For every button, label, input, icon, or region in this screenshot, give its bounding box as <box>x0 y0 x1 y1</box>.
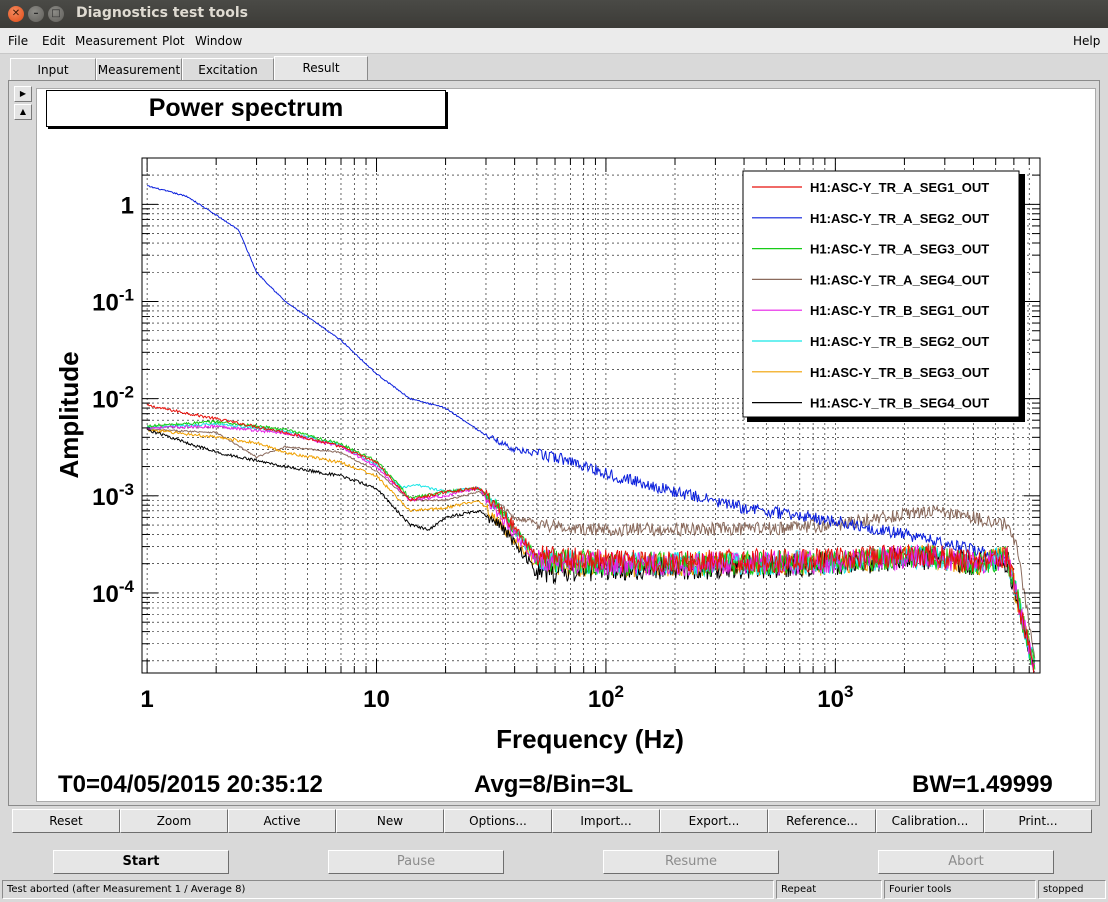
arrow-right-icon[interactable]: ▶ <box>14 86 32 102</box>
abort-button[interactable]: Abort <box>878 850 1054 874</box>
status-mode: Repeat <box>776 880 882 899</box>
status-tool: Fourier tools <box>884 880 1036 899</box>
start-button[interactable]: Start <box>53 850 229 874</box>
title-bar: ✕ – □ Diagnostics test tools <box>0 0 1108 28</box>
plot-button-row: Reset Zoom Active New Options... Import.… <box>10 809 1094 835</box>
new-button[interactable]: New <box>336 809 444 833</box>
pause-button[interactable]: Pause <box>328 850 504 874</box>
status-state: stopped <box>1038 880 1106 899</box>
tab-input[interactable]: Input <box>10 58 96 80</box>
menu-plot[interactable]: Plot <box>162 34 185 48</box>
menu-measurement[interactable]: Measurement <box>75 34 158 48</box>
reset-button[interactable]: Reset <box>12 809 120 833</box>
close-icon[interactable]: ✕ <box>8 6 24 22</box>
bw-label: BW=1.49999 <box>912 771 1053 798</box>
menu-edit[interactable]: Edit <box>42 34 66 48</box>
menu-window[interactable]: Window <box>195 34 243 48</box>
status-bar: Test aborted (after Measurement 1 / Aver… <box>0 879 1108 900</box>
zoom-button[interactable]: Zoom <box>120 809 228 833</box>
calibration-button[interactable]: Calibration... <box>876 809 984 833</box>
export-button[interactable]: Export... <box>660 809 768 833</box>
arrow-up-icon[interactable]: ▲ <box>14 104 32 120</box>
print-button[interactable]: Print... <box>984 809 1092 833</box>
plot-title: Power spectrum <box>46 90 446 127</box>
maximize-icon[interactable]: □ <box>48 6 64 22</box>
menu-bar: File Edit Measurement Plot Window Help <box>0 28 1108 54</box>
menu-help[interactable]: Help <box>1073 34 1101 48</box>
resume-button[interactable]: Resume <box>603 850 779 874</box>
tab-bar: Input Measurement Excitation Result <box>8 56 1100 80</box>
window-title: Diagnostics test tools <box>76 5 248 21</box>
menu-file[interactable]: File <box>8 34 29 48</box>
control-button-row: Start Pause Resume Abort <box>0 848 1108 876</box>
t0-label: T0=04/05/2015 20:35:12 <box>58 771 323 798</box>
plot-canvas[interactable] <box>36 88 1096 802</box>
import-button[interactable]: Import... <box>552 809 660 833</box>
tab-excitation[interactable]: Excitation <box>182 58 274 80</box>
tab-result[interactable]: Result <box>274 56 368 80</box>
reference-button[interactable]: Reference... <box>768 809 876 833</box>
tab-measurement[interactable]: Measurement <box>96 58 182 80</box>
active-button[interactable]: Active <box>228 809 336 833</box>
options-button[interactable]: Options... <box>444 809 552 833</box>
minimize-icon[interactable]: – <box>28 6 44 22</box>
status-message: Test aborted (after Measurement 1 / Aver… <box>2 880 774 899</box>
avg-label: Avg=8/Bin=3L <box>474 771 634 798</box>
